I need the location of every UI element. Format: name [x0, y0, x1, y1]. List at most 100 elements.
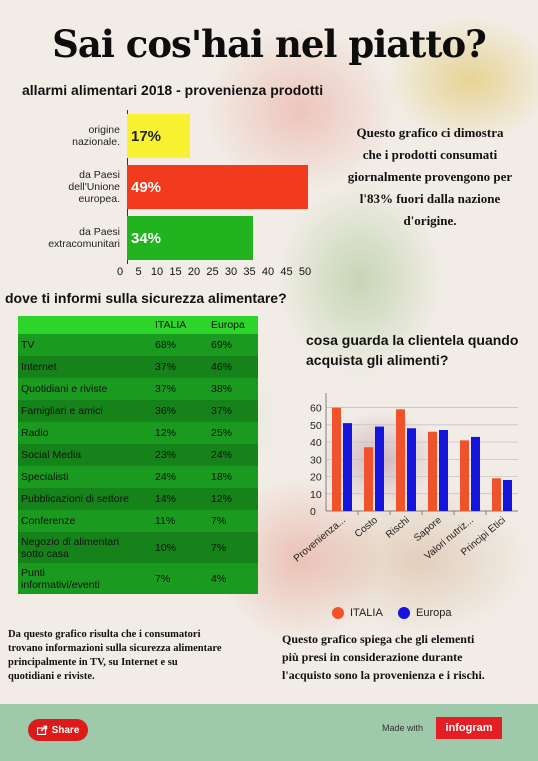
table-cell-label: Quotidiani e riviste: [18, 378, 152, 400]
chart1-x-tick: 15: [169, 266, 182, 278]
table-header-row: ITALIA Europa: [18, 316, 258, 334]
chart1-bar-value-label: 49%: [131, 178, 162, 196]
table-cell-europa: 37%: [208, 400, 258, 422]
table-cell-italia: 68%: [152, 334, 208, 356]
table-cell-label-line: Specialisti: [21, 471, 69, 483]
note-criteria-line: Questo grafico spiega che gli elementi: [282, 632, 475, 646]
table-cell-label-line: Famigliari e amici: [21, 405, 103, 417]
chart2-category-label: Rischi: [384, 515, 412, 541]
main-title: Sai cos'hai nel piatto?: [52, 22, 487, 66]
note-sources-line: trovano informazioni sulla sicurezza ali…: [8, 643, 222, 654]
chart1-bar: 34%: [127, 216, 253, 260]
legend-label-italia: ITALIA: [350, 607, 383, 619]
table-cell-europa: 12%: [208, 488, 258, 510]
table-cell-europa: 38%: [208, 378, 258, 400]
table-cell-label: Conferenze: [18, 510, 152, 532]
note-criteria: Questo grafico spiega che gli elementi p…: [282, 630, 538, 684]
table-cell-italia: 11%: [152, 510, 208, 532]
chart1-category-label-line: extracomunitari: [48, 238, 120, 250]
chart2-bar-italia: [492, 478, 501, 511]
note-origin-line: d'origine.: [403, 213, 457, 228]
chart1-category-label-line: dell'Unione: [68, 181, 120, 193]
table-cell-label-line: Conferenze: [21, 515, 76, 527]
table-cell-label: Social Media: [18, 444, 152, 466]
table-cell-italia: 10%: [152, 532, 208, 563]
legend-label-europa: Europa: [416, 607, 452, 619]
note-origin-line: l'83% fuori dalla nazione: [359, 191, 501, 206]
chart2-y-tick: 20: [310, 472, 322, 484]
table-cell-label: TV: [18, 334, 152, 356]
table-cell-italia: 7%: [152, 563, 208, 594]
table-cell-europa: 46%: [208, 356, 258, 378]
table-cell-label: Punti informativi/eventi: [18, 563, 152, 594]
chart1-x-tick: 10: [150, 266, 164, 278]
made-with-text: Made with: [382, 723, 424, 733]
table-cell-europa: 25%: [208, 422, 258, 444]
chart1-x-tick: 0: [116, 266, 124, 278]
chart2-y-tick: 60: [310, 403, 322, 415]
table-row: Negozio di alimentari sotto casa 10% 7%: [18, 532, 258, 563]
share-icon: [36, 725, 47, 735]
legend-item-italia: ITALIA: [332, 607, 383, 619]
table-row: Conferenze 11% 7%: [18, 510, 258, 532]
table-header-cell: [18, 316, 152, 334]
chart1-x-tick: 45: [280, 266, 293, 278]
chart2-y-tick: 10: [310, 489, 322, 501]
chart1-x-tick: 20: [187, 266, 201, 278]
chart1-title: allarmi alimentari 2018 - provenienza pr…: [22, 82, 324, 98]
chart2-bar-italia: [460, 440, 469, 511]
note-sources-line: Da questo grafico risulta che i consumat…: [8, 629, 201, 640]
legend-dot-italia: [332, 607, 344, 619]
table-cell-europa: 7%: [208, 510, 258, 532]
chart1-category-label-line: europea.: [78, 193, 120, 205]
table-cell-label: Pubblicazioni di settore: [18, 488, 152, 510]
chart2-title-line: cosa guarda la clientela quando: [306, 332, 519, 348]
table-cell-label: Radio: [18, 422, 152, 444]
table-row: Specialisti 24% 18%: [18, 466, 258, 488]
chart1-x-tick: 50: [298, 266, 312, 278]
chart2-bar-italia: [364, 447, 373, 511]
table-row: Social Media 23% 24%: [18, 444, 258, 466]
chart2-title: cosa guarda la clientela quando acquista…: [306, 330, 526, 370]
table-header-cell: ITALIA: [152, 316, 208, 334]
table-cell-italia: 12%: [152, 422, 208, 444]
share-button[interactable]: Share: [28, 719, 88, 741]
table-cell-label-line: informativi/eventi: [21, 578, 100, 591]
chart1-category-label-line: da Paesi: [79, 169, 120, 181]
chart1-bar-value-label: 34%: [131, 229, 162, 247]
chart2-bar-italia: [428, 431, 437, 511]
table-row: Internet 37% 46%: [18, 356, 258, 378]
table-row: Pubblicazioni di settore 14% 12%: [18, 488, 258, 510]
chart1-category-label: da Paesi extracomunitari: [20, 226, 120, 250]
chart1-x-tick: 30: [224, 266, 238, 278]
chart2-bar-europa: [503, 479, 512, 511]
note-origin-line: che i prodotti consumati: [362, 147, 498, 162]
table-cell-italia: 23%: [152, 444, 208, 466]
table-cell-europa: 7%: [208, 532, 258, 563]
info-sources-table: ITALIA Europa TV 68% 69% Internet 37% 46% Quotid…: [18, 316, 258, 594]
note-sources: Da questo grafico risulta che i consumat…: [8, 628, 288, 684]
table-cell-europa: 69%: [208, 334, 258, 356]
table-cell-label: Specialisti: [18, 466, 152, 488]
table-cell-italia: 14%: [152, 488, 208, 510]
table-cell-label-line: Radio: [21, 427, 49, 439]
note-sources-line: principalmente in TV, su Internet e su: [8, 657, 178, 668]
legend-dot-europa: [398, 607, 410, 619]
table-cell-label-line: Social Media: [21, 449, 82, 461]
chart2-bar-europa: [407, 428, 416, 511]
chart1-x-tick: 35: [243, 266, 256, 278]
note-sources-line: quotidiani e riviste.: [8, 671, 95, 682]
table-cell-label-line: Quotidiani e riviste: [21, 383, 108, 395]
table-cell-europa: 18%: [208, 466, 258, 488]
chart1-bar-value-label: 17%: [131, 127, 162, 145]
table-cell-label: Famigliari e amici: [18, 400, 152, 422]
table-cell-italia: 37%: [152, 378, 208, 400]
table-cell-label-line: Internet: [21, 361, 57, 373]
table-row: TV 68% 69%: [18, 334, 258, 356]
chart1-x-tick: 25: [206, 266, 219, 278]
infogram-logo[interactable]: infogram: [436, 717, 502, 739]
table-cell-europa: 4%: [208, 563, 258, 594]
note-origin: Questo grafico ci dimostra che i prodott…: [325, 122, 535, 232]
